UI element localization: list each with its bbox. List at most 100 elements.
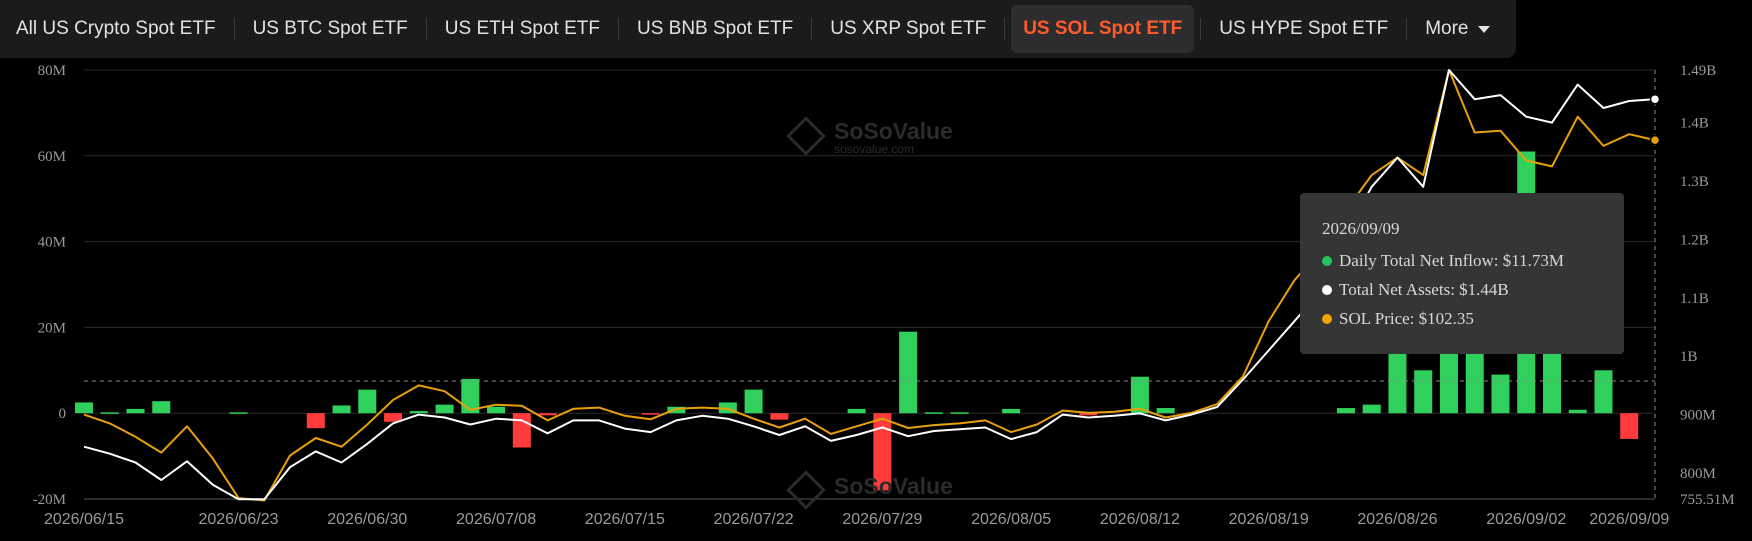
more-dropdown[interactable]: More <box>1413 5 1502 53</box>
inflow-bar <box>1491 374 1510 414</box>
x-tick-label: 2026/06/23 <box>198 511 278 528</box>
tab-us-xrp-spot-etf[interactable]: US XRP Spot ETF <box>830 18 987 39</box>
x-tick-label: 2026/07/08 <box>456 511 536 528</box>
tab-us-eth-spot-etf[interactable]: US ETH Spot ETF <box>444 18 600 39</box>
tab-separator <box>617 18 619 40</box>
inflow-bar <box>152 401 171 414</box>
inflow-bar <box>950 412 969 414</box>
tooltip-assets-text: Total Net Assets: $1.44B <box>1339 280 1509 299</box>
inflow-bar <box>306 413 325 429</box>
y-right-tick-label: 900M <box>1680 408 1716 424</box>
x-tick-label: 2026/07/29 <box>842 511 922 528</box>
x-tick-label: 2026/06/15 <box>44 511 124 528</box>
inflow-bar <box>100 412 119 414</box>
inflow-bar <box>899 331 918 414</box>
tooltip-row-assets: Total Net Assets: $1.44B <box>1322 280 1624 300</box>
inflow-bar <box>1130 376 1149 414</box>
x-tick-label: 2026/08/26 <box>1357 511 1437 528</box>
tab-separator <box>1004 18 1006 40</box>
inflow-bar <box>538 413 557 416</box>
tooltip-row-inflow: Daily Total Net Inflow: $11.73M <box>1322 251 1624 271</box>
inflow-dot-icon <box>1322 256 1332 266</box>
inflow-bar <box>487 406 506 414</box>
tab-us-btc-spot-etf[interactable]: US BTC Spot ETF <box>252 18 408 39</box>
inflow-bar <box>1620 413 1639 439</box>
x-tick-label: 2026/08/05 <box>971 511 1051 528</box>
sol-price-line <box>83 69 1656 502</box>
inflow-bar <box>435 404 454 414</box>
x-tick-label: 2026/07/22 <box>714 511 794 528</box>
tooltip-row-price: SOL Price: $102.35 <box>1322 309 1624 329</box>
inflow-bar <box>1002 408 1021 414</box>
tooltip-date: 2026/09/09 <box>1322 219 1400 238</box>
total-net-assets-line-end-dot <box>1649 93 1661 105</box>
tab-us-hype-spot-etf[interactable]: US HYPE Spot ETF <box>1219 18 1389 39</box>
tab-separator <box>811 18 813 40</box>
assets-dot-icon <box>1322 285 1332 295</box>
inflow-bar <box>744 389 763 414</box>
inflow-bar <box>1336 408 1355 414</box>
price-dot-icon <box>1322 314 1332 324</box>
y-right-tick-label: 755.51M <box>1680 492 1735 508</box>
inflow-bar <box>641 413 660 415</box>
inflow-bar <box>75 402 93 414</box>
watermark-brand-bottom: SoSoValue <box>834 473 953 499</box>
inflow-bar <box>847 408 866 414</box>
inflow-bar <box>358 389 377 414</box>
tab-all-us-crypto-spot-etf[interactable]: All US Crypto Spot ETF <box>16 18 216 39</box>
etf-tab-bar: All US Crypto Spot ETF US BTC Spot ETF US … <box>0 0 1516 58</box>
tab-separator <box>425 18 427 40</box>
tooltip-inflow-text: Daily Total Net Inflow: $11.73M <box>1339 251 1564 270</box>
inflow-bar <box>1568 409 1587 414</box>
inflow-bar <box>1414 370 1433 414</box>
tooltip-price-text: SOL Price: $102.35 <box>1339 309 1474 328</box>
y-left-tick-label: -20M <box>33 492 66 508</box>
inflow-bar <box>667 406 686 414</box>
inflow-bar <box>229 412 248 414</box>
y-right-tick-label: 1.2B <box>1680 232 1709 248</box>
y-right-tick-label: 1.3B <box>1680 174 1709 190</box>
inflow-bar <box>1079 413 1098 416</box>
inflow-bar <box>512 413 531 448</box>
tab-separator <box>1200 18 1202 40</box>
inflow-bar <box>461 378 480 414</box>
chart-tooltip: 2026/09/09 Daily Total Net Inflow: $11.7… <box>1300 193 1624 354</box>
y-left-tick-label: 80M <box>38 63 66 79</box>
x-tick-label: 2026/07/15 <box>585 511 665 528</box>
more-label: More <box>1425 18 1469 39</box>
y-right-tick-label: 1B <box>1680 349 1698 365</box>
y-right-tick-label: 1.49B <box>1680 63 1716 79</box>
inflow-bar <box>332 405 351 414</box>
tab-separator <box>233 18 235 40</box>
y-right-tick-label: 1.1B <box>1680 291 1709 307</box>
inflow-bar <box>384 413 403 422</box>
inflow-bar <box>409 411 428 414</box>
y-left-tick-label: 60M <box>38 149 66 165</box>
x-tick-label: 2026/09/02 <box>1486 511 1566 528</box>
y-right-tick-label: 800M <box>1680 466 1716 482</box>
inflow-bar <box>126 408 145 414</box>
inflow-bar <box>1156 408 1175 414</box>
sol-price-line-end-dot <box>1649 134 1661 146</box>
inflow-bar <box>1594 370 1613 414</box>
y-left-tick-label: 40M <box>38 235 66 251</box>
x-tick-label: 2026/08/19 <box>1229 511 1309 528</box>
x-tick-label: 2026/08/12 <box>1100 511 1180 528</box>
inflow-bar <box>924 412 943 414</box>
y-left-tick-label: 0 <box>59 406 67 422</box>
y-left-tick-label: 20M <box>38 320 66 336</box>
inflow-bar <box>873 413 892 491</box>
watermark-url: sosovalue.com <box>834 142 915 156</box>
y-right-tick-label: 1.4B <box>1680 116 1709 132</box>
tab-us-bnb-spot-etf[interactable]: US BNB Spot ETF <box>636 18 794 39</box>
chevron-down-icon <box>1478 25 1491 33</box>
x-tick-label: 2026/09/09 <box>1589 511 1669 528</box>
inflow-bar <box>1362 404 1381 414</box>
total-net-assets-line <box>83 69 1656 501</box>
inflow-bar <box>770 413 789 420</box>
x-tick-label: 2026/06/30 <box>327 511 407 528</box>
tab-us-sol-spot-etf[interactable]: US SOL Spot ETF <box>1011 5 1195 53</box>
tab-separator <box>1406 18 1408 40</box>
watermark-brand: SoSoValue <box>834 118 953 144</box>
